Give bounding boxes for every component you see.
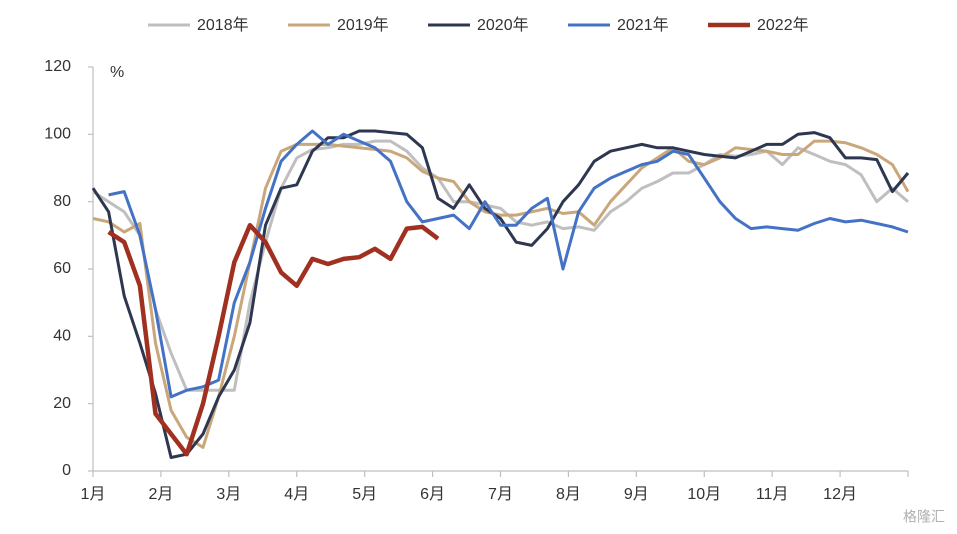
y-tick-label: 80 [53,193,71,210]
x-tick-label: 3月 [216,486,241,503]
x-tick-label: 2月 [148,486,173,503]
x-tick-label: 1月 [81,486,106,503]
x-tick-label: 10月 [687,486,721,503]
x-tick-label: 7月 [488,486,513,503]
series-line [108,129,909,399]
x-tick-label: 6月 [420,486,445,503]
y-tick-label: 20 [53,395,71,412]
series-line [91,129,910,459]
legend-label: 2019年 [337,16,389,34]
series-line [92,139,910,449]
y-tick-label: 40 [53,328,71,345]
y-tick-label: 0 [62,462,71,479]
series-line [92,139,909,392]
x-tick-label: 12月 [823,486,857,503]
legend-label: 2020年 [477,16,529,34]
y-axis-label: % [110,64,124,81]
legend-label: 2022年 [757,16,809,34]
x-tick-label: 11月 [756,486,789,503]
x-tick-label: 5月 [352,486,377,503]
legend-label: 2021年 [617,16,669,34]
watermark: 格隆汇 [903,509,945,525]
y-tick-label: 60 [53,260,71,277]
y-tick-label: 100 [44,126,71,143]
x-tick-label: 4月 [284,486,309,503]
series-line [107,222,440,457]
legend-label: 2018年 [197,16,249,34]
x-tick-label: 9月 [624,486,649,503]
y-tick-label: 120 [44,58,71,75]
x-tick-label: 8月 [556,486,581,503]
